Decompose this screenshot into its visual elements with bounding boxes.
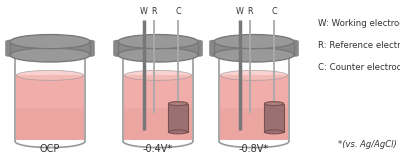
FancyBboxPatch shape [5,40,95,57]
Text: C: C [271,8,277,16]
Ellipse shape [10,48,90,62]
FancyBboxPatch shape [113,40,203,57]
Ellipse shape [214,48,294,62]
Ellipse shape [264,102,284,106]
Polygon shape [220,108,288,140]
Ellipse shape [168,130,188,134]
Text: C: Counter electrode: C: Counter electrode [318,63,400,72]
Polygon shape [16,75,84,140]
FancyBboxPatch shape [209,40,299,57]
Ellipse shape [220,70,288,80]
Text: *(vs. Ag/AgCl): *(vs. Ag/AgCl) [338,140,397,149]
Ellipse shape [214,35,294,49]
Text: W: W [236,8,244,16]
Ellipse shape [118,35,198,49]
Text: W: Working electrode: W: Working electrode [318,19,400,28]
Text: W: W [140,8,148,16]
Ellipse shape [264,130,284,134]
Ellipse shape [168,102,188,106]
Text: -0.4V*: -0.4V* [143,144,173,154]
Polygon shape [16,108,84,140]
Polygon shape [220,75,288,140]
Text: -0.8V*: -0.8V* [239,144,269,154]
Ellipse shape [10,35,90,49]
Polygon shape [124,108,192,140]
Text: C: C [175,8,181,16]
Text: OCP: OCP [40,144,60,154]
FancyBboxPatch shape [168,104,188,132]
Text: R: Reference electrode: R: Reference electrode [318,41,400,50]
FancyBboxPatch shape [264,104,284,132]
Text: R: R [247,8,253,16]
Ellipse shape [16,70,84,80]
Polygon shape [124,75,192,140]
Ellipse shape [124,70,192,80]
Text: R: R [151,8,157,16]
Ellipse shape [118,48,198,62]
